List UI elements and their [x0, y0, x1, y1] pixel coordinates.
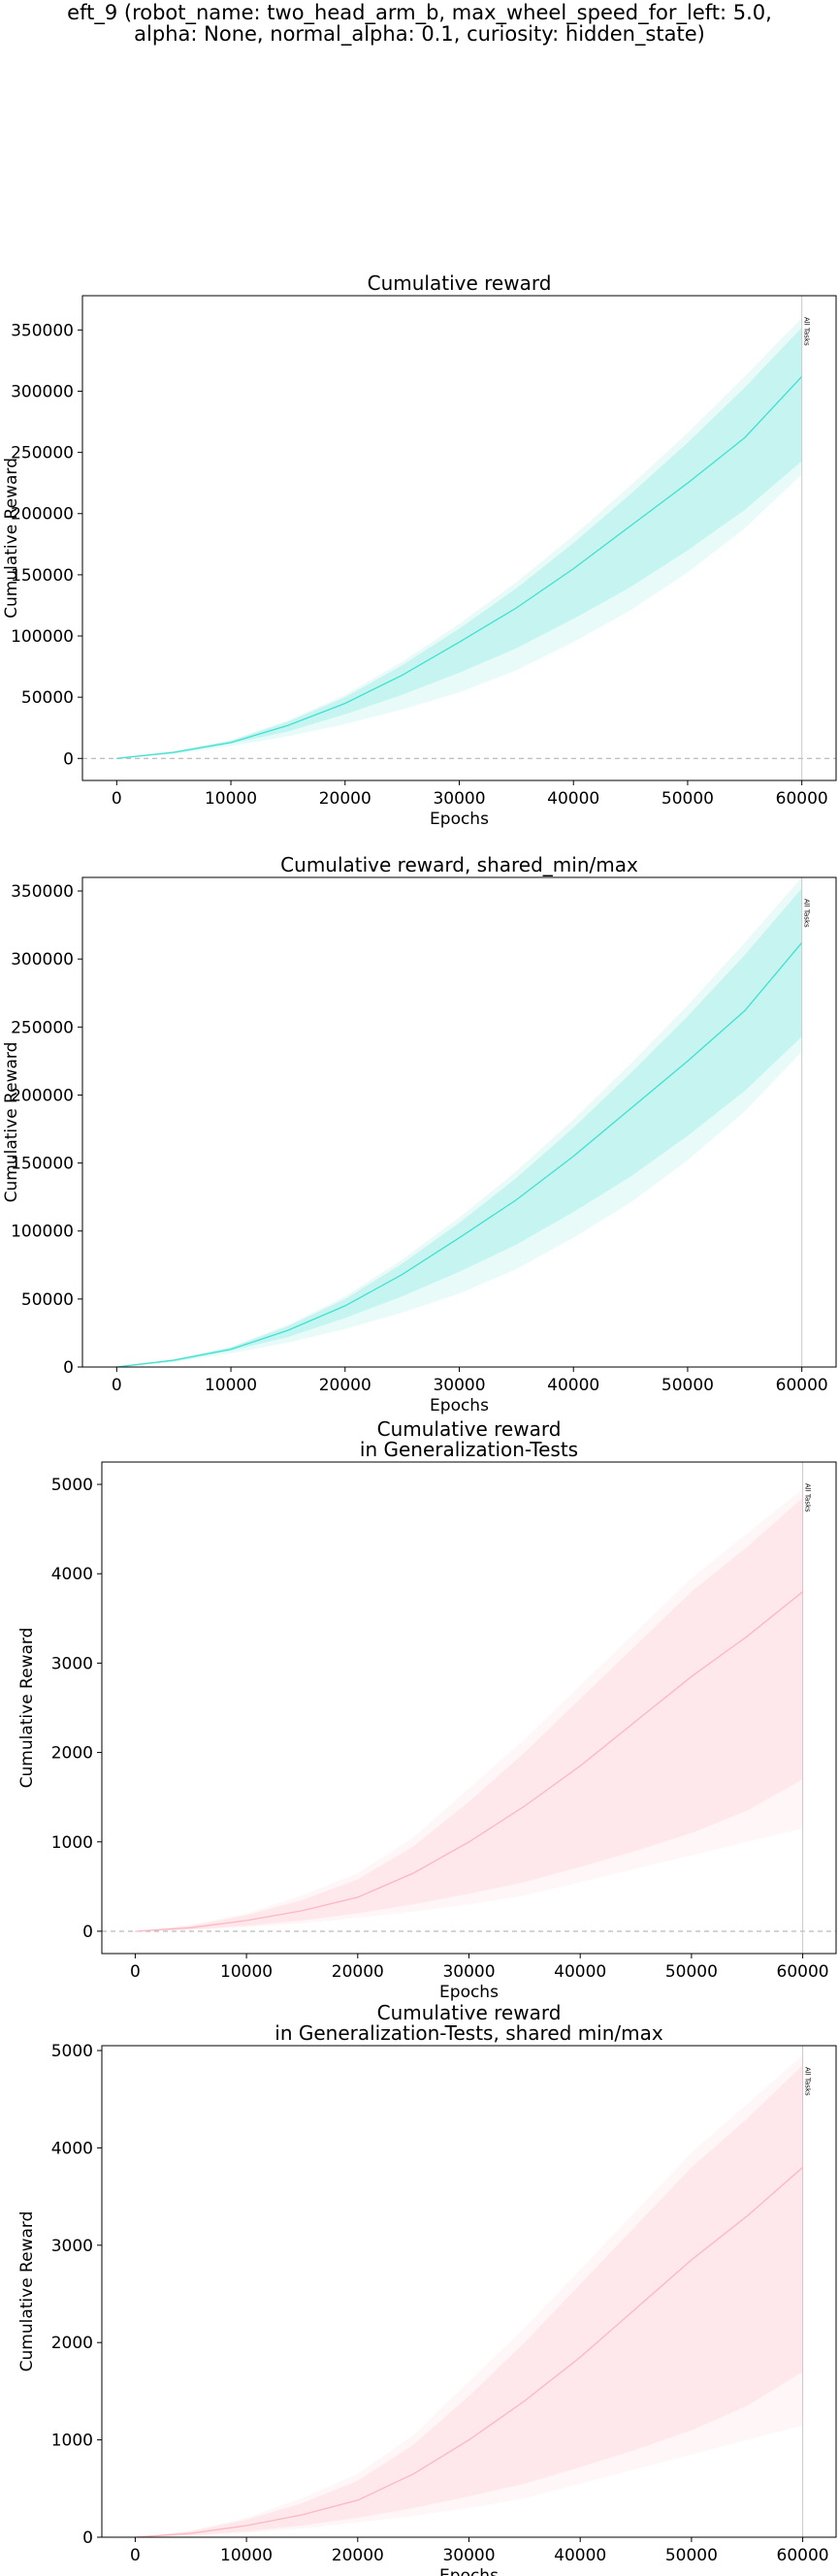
x-tick-label: 40000 [547, 1376, 599, 1395]
x-tick-label: 60000 [777, 1962, 829, 1982]
band-min-max [135, 1488, 803, 1931]
x-tick-label: 20000 [332, 1962, 384, 1982]
x-tick-label: 60000 [776, 789, 828, 809]
vline-label: All Tasks [803, 899, 811, 928]
y-tick-label: 300000 [11, 382, 74, 401]
x-tick-label: 0 [130, 2546, 141, 2565]
y-axis-label: Cumulative Reward [2, 458, 21, 619]
mean-line [116, 375, 803, 759]
x-tick-label: 50000 [662, 789, 714, 809]
y-tick-label: 0 [63, 749, 74, 769]
mean-line [135, 2167, 804, 2537]
chart-title-line: Cumulative reward [377, 2001, 562, 2024]
y-tick-label: 4000 [51, 1565, 93, 1584]
chart-title-line: Cumulative reward, shared_min/max [280, 853, 638, 876]
y-tick-label: 1000 [51, 1833, 93, 1853]
x-axis-label: Epochs [439, 2566, 499, 2576]
y-tick-label: 0 [82, 2528, 93, 2548]
y-tick-label: 100000 [11, 1223, 74, 1242]
y-tick-label: 150000 [11, 1155, 74, 1174]
x-tick-label: 60000 [777, 2546, 829, 2565]
y-tick-label: 150000 [11, 566, 74, 586]
y-tick-label: 250000 [11, 444, 74, 463]
plot-area [116, 877, 803, 1367]
y-tick-label: 100000 [11, 627, 74, 647]
vline-label: All Tasks [803, 317, 811, 346]
x-axis-label: Epochs [430, 810, 489, 829]
x-tick-label: 20000 [332, 2546, 384, 2565]
figure-title-line-1: eft_9 (robot_name: two_head_arm_b, max_w… [67, 1, 772, 24]
y-tick-label: 350000 [11, 882, 74, 902]
chart-title-line: Cumulative reward [368, 271, 552, 295]
y-tick-label: 200000 [11, 1086, 74, 1105]
x-tick-label: 50000 [665, 1962, 718, 1982]
band-std [116, 888, 802, 1367]
y-tick-label: 2000 [51, 1744, 93, 1764]
mean-line [116, 941, 803, 1367]
x-tick-label: 0 [112, 1376, 122, 1395]
x-tick-label: 20000 [319, 789, 371, 809]
x-tick-label: 30000 [442, 2546, 495, 2565]
y-tick-label: 0 [63, 1358, 74, 1378]
y-tick-label: 3000 [51, 2237, 93, 2256]
plot-area [82, 317, 836, 759]
plot-area [135, 2055, 804, 2537]
x-axis-label: Epochs [430, 1396, 489, 1415]
x-tick-label: 50000 [665, 2546, 718, 2565]
x-tick-label: 40000 [554, 2546, 606, 2565]
x-tick-label: 10000 [220, 2546, 273, 2565]
figure-title-line-2: alpha: None, normal_alpha: 0.1, curiosit… [134, 22, 705, 46]
y-tick-label: 3000 [51, 1654, 93, 1673]
y-tick-label: 5000 [51, 2042, 93, 2061]
chart-cumulative-reward: Cumulative reward All Tasks 0 10000 20000 300… [2, 271, 837, 829]
x-tick-label: 10000 [220, 1962, 273, 1982]
x-tick-label: 40000 [554, 1962, 606, 1982]
y-tick-label: 50000 [21, 1290, 74, 1310]
y-axis-label: Cumulative Reward [17, 2211, 37, 2372]
y-axis-label: Cumulative Reward [2, 1042, 21, 1203]
band-std [116, 327, 802, 759]
x-tick-label: 0 [130, 1962, 141, 1982]
band-min-max [135, 2055, 803, 2537]
y-tick-label: 300000 [11, 950, 74, 970]
x-tick-label: 30000 [433, 789, 485, 809]
chart-title-line: in Generalization-Tests [360, 1438, 578, 1461]
x-tick-label: 10000 [205, 789, 257, 809]
band-min-max [116, 877, 802, 1367]
y-tick-label: 250000 [11, 1018, 74, 1037]
x-tick-label: 20000 [319, 1376, 371, 1395]
y-tick-label: 350000 [11, 321, 74, 340]
x-tick-label: 30000 [442, 1962, 495, 1982]
band-std [135, 2065, 803, 2537]
chart-title-line: Cumulative reward [377, 1417, 562, 1441]
chart-title-line: in Generalization-Tests, shared min/max [274, 2021, 663, 2045]
x-axis-label: Epochs [439, 1983, 499, 2002]
x-tick-label: 10000 [205, 1376, 257, 1395]
plot-area [102, 1488, 836, 1932]
x-tick-label: 30000 [433, 1376, 485, 1395]
y-tick-label: 0 [82, 1923, 93, 1942]
x-tick-label: 0 [112, 789, 122, 809]
y-tick-label: 5000 [51, 1476, 93, 1495]
vline-label: All Tasks [804, 2067, 812, 2096]
vline-label: All Tasks [804, 1483, 812, 1512]
y-axis-label: Cumulative Reward [17, 1628, 37, 1789]
band-min-max [116, 317, 802, 759]
y-tick-label: 50000 [21, 688, 74, 708]
x-tick-label: 40000 [547, 789, 599, 809]
chart-cumulative-reward-shared: Cumulative reward, shared_min/max All Tas… [2, 853, 837, 1415]
y-tick-label: 1000 [51, 2432, 93, 2451]
mean-line [135, 1591, 804, 1932]
x-tick-label: 60000 [776, 1376, 828, 1395]
band-std [135, 1497, 803, 1931]
y-tick-label: 2000 [51, 2334, 93, 2353]
y-tick-label: 200000 [11, 505, 74, 525]
x-tick-label: 50000 [662, 1376, 714, 1395]
y-tick-label: 4000 [51, 2139, 93, 2158]
